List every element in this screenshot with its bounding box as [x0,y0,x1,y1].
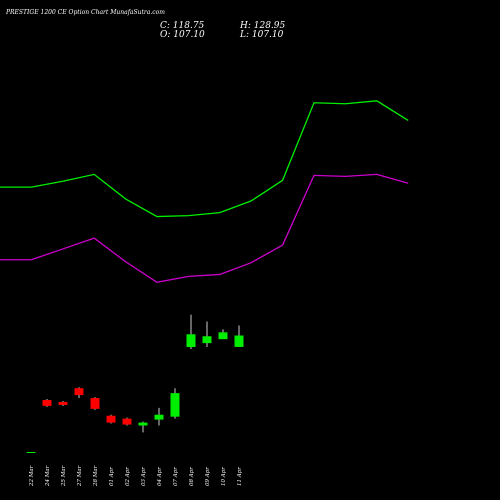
candle-body [26,452,36,453]
close-value: C: 118.75 [160,21,205,31]
chart-title: PRESTIGE 1200 CE Option Chart MunafaSutr… [6,9,165,16]
candle-body [202,336,212,344]
x-tick-label: 02 Apr [125,467,131,486]
candle-body [218,332,228,340]
upper-band-line [0,100,409,218]
candle-body [106,415,116,423]
x-tick-label: 03 Apr [141,467,147,486]
candle-body [186,334,196,348]
x-tick-label: 07 Apr [173,467,179,486]
candle-body [154,414,164,420]
candle-body [234,335,244,347]
x-tick-label: 25 Mar [61,465,67,487]
x-tick-label: 08 Apr [189,467,195,486]
x-tick-label: 01 Apr [109,467,115,486]
candle-body [122,418,132,425]
x-tick-label: 22 Mar [29,465,35,487]
candle-body [74,388,84,396]
high-value: H: 128.95 [240,21,286,31]
x-tick-label: 27 Mar [77,465,83,487]
candle-body [90,398,100,409]
x-tick-label: 28 Mar [93,465,99,487]
x-tick-label: 24 Mar [45,465,51,487]
lower-band-line [0,173,409,283]
low-value: L: 107.10 [240,30,284,40]
candle-body [42,400,52,406]
candle-body [138,422,148,426]
x-tick-label: 10 Apr [221,467,227,486]
x-tick-label: 04 Apr [157,467,163,486]
open-value: O: 107.10 [160,30,205,40]
candle-body [170,393,180,417]
x-tick-label: 11 Apr [237,467,243,486]
candle-body [58,401,68,405]
x-tick-label: 09 Apr [205,467,211,486]
